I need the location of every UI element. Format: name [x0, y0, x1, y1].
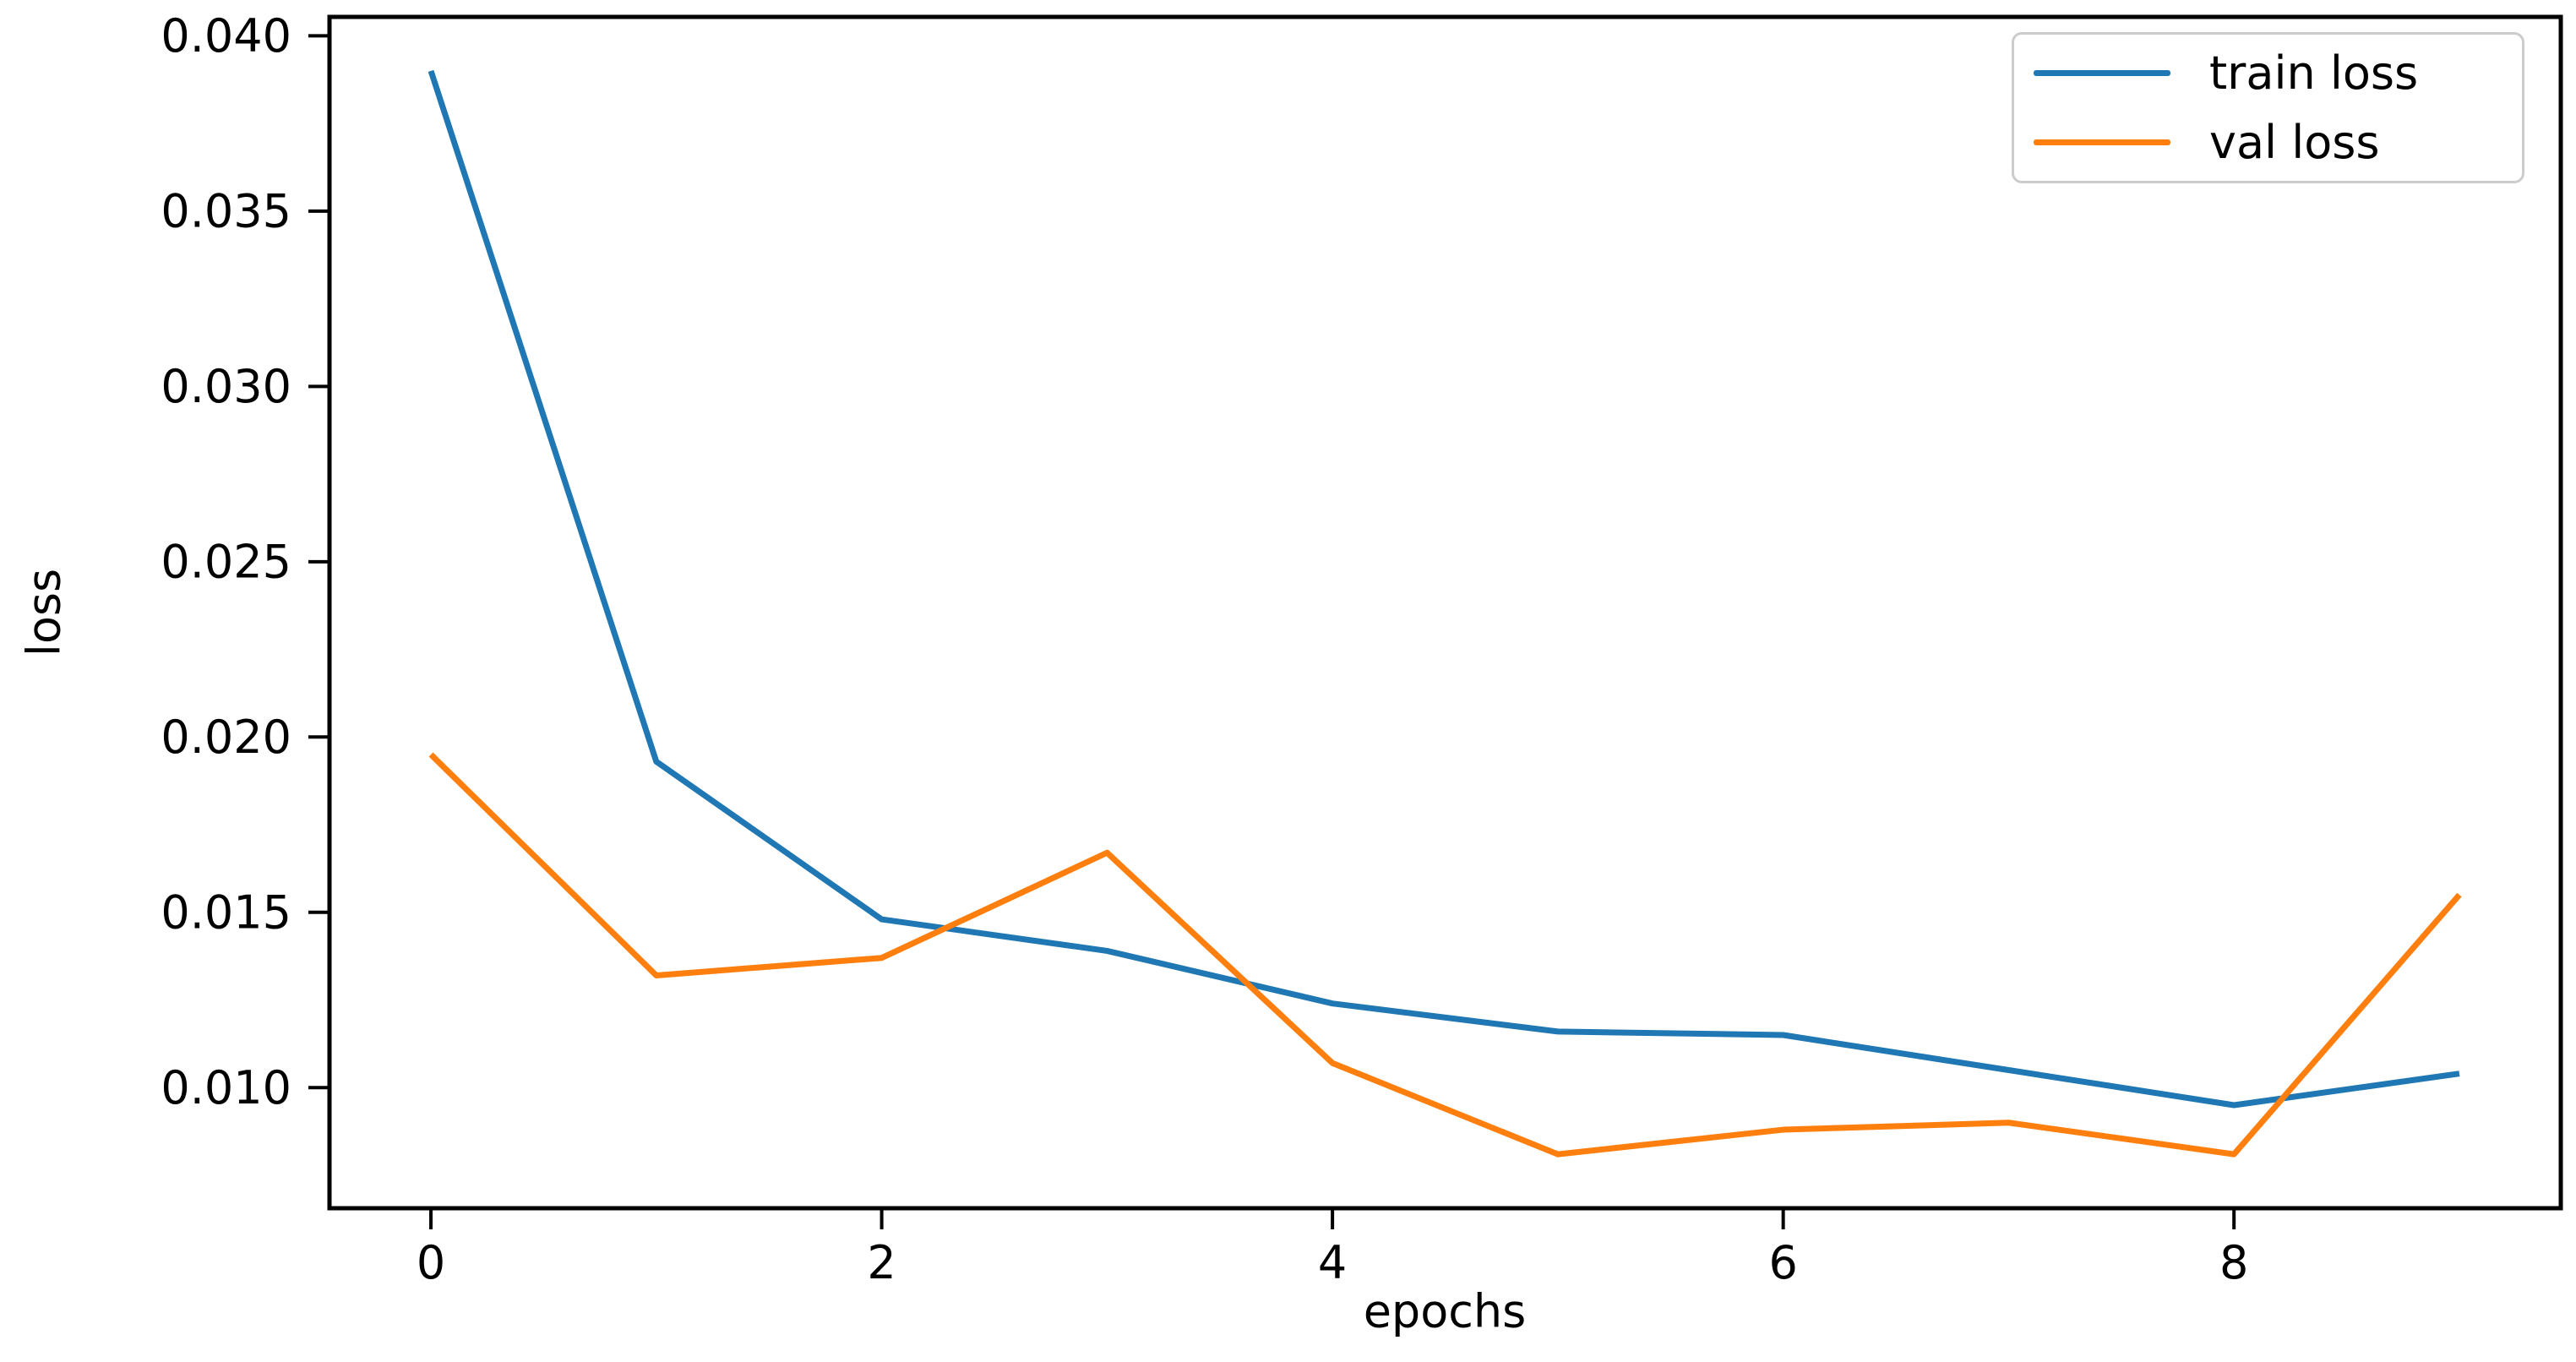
x-tick-label: 0 — [417, 1236, 445, 1289]
axes-frame — [327, 14, 2563, 1211]
legend: train loss val loss — [2012, 32, 2524, 183]
x-axis-label: epochs — [1363, 1284, 1527, 1338]
legend-label-val-loss: val loss — [2209, 115, 2380, 169]
y-tick-label: 0.010 — [161, 1061, 291, 1114]
y-tick-label: 0.040 — [161, 9, 291, 63]
legend-entry-val-loss: val loss — [2014, 112, 2522, 173]
y-tick-label: 0.035 — [161, 184, 291, 237]
y-tick-label: 0.020 — [161, 711, 291, 764]
train-loss-line-sample — [2034, 70, 2170, 77]
x-tick-label: 4 — [1318, 1236, 1347, 1289]
y-tick-label: 0.030 — [161, 360, 291, 413]
x-tick-label: 8 — [2219, 1236, 2248, 1289]
y-tick-label: 0.015 — [161, 885, 291, 939]
x-tick-label: 2 — [867, 1236, 896, 1289]
legend-entry-train-loss: train loss — [2014, 43, 2522, 104]
val-loss-line-sample — [2034, 139, 2170, 145]
y-tick-label: 0.025 — [161, 535, 291, 588]
legend-label-train-loss: train loss — [2209, 46, 2419, 101]
train-loss-line — [428, 69, 2460, 1109]
val-loss-line — [428, 752, 2462, 1158]
y-axis-label: loss — [17, 568, 71, 657]
x-tick-label: 6 — [1768, 1236, 1797, 1289]
